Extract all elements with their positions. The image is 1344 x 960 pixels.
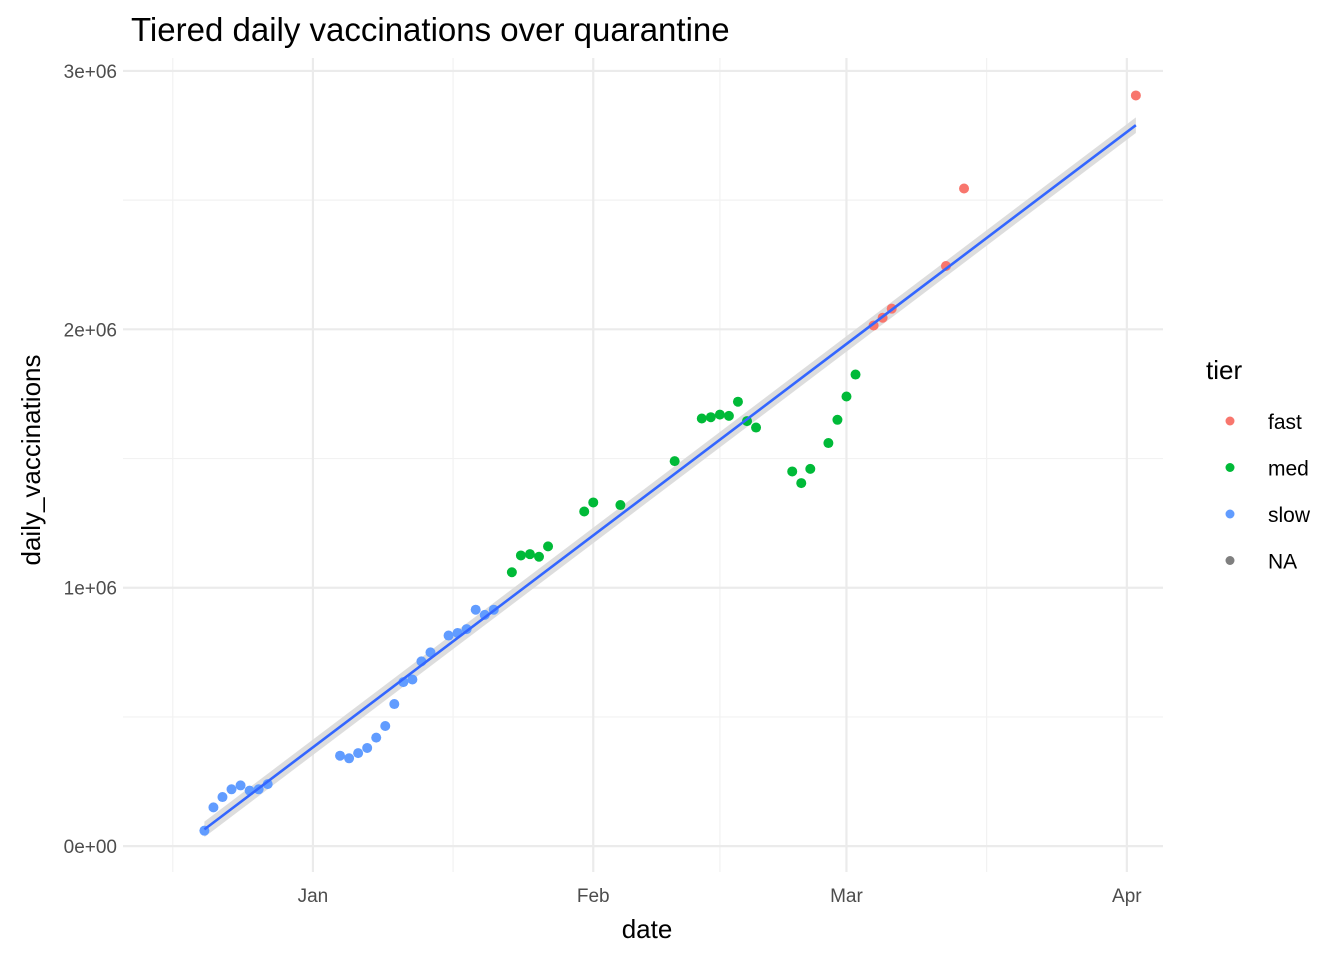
legend-label: fast: [1268, 411, 1302, 434]
data-point-slow: [407, 674, 418, 685]
data-point-slow: [217, 792, 228, 803]
x-axis-title: date: [622, 914, 673, 944]
y-tick-label: 3e+06: [64, 62, 117, 83]
data-point-fast: [940, 261, 951, 272]
trend-line: [203, 124, 1137, 831]
data-point-slow: [380, 720, 391, 731]
legend-key-na: [1225, 556, 1235, 565]
y-tick-label: 0e+00: [64, 837, 117, 858]
data-point-slow: [371, 732, 382, 743]
data-point-fast: [1130, 90, 1141, 101]
legend-key-med: [1225, 463, 1235, 472]
trend-line-group: [203, 124, 1137, 831]
data-point-med: [705, 412, 716, 423]
x-tick-label: Apr: [1112, 886, 1142, 907]
legend-label: med: [1268, 458, 1309, 481]
data-point-med: [579, 506, 590, 517]
data-point-slow: [262, 779, 273, 790]
legend-title: tier: [1206, 355, 1242, 385]
data-point-fast: [959, 183, 970, 194]
data-point-slow: [389, 699, 400, 710]
y-axis-title: daily_vaccinations: [16, 354, 46, 565]
data-point-slow: [443, 630, 454, 641]
major-grid: [123, 58, 1163, 872]
legend-key-slow: [1225, 509, 1235, 519]
data-point-med: [850, 369, 861, 380]
y-tick-labels: 0e+00 1e+06 2e+06 3e+06: [64, 62, 117, 858]
data-points: [199, 90, 1141, 836]
legend-key-fast: [1225, 416, 1235, 426]
data-point-slow: [226, 784, 237, 795]
data-point-med: [669, 456, 680, 467]
data-point-slow: [470, 604, 481, 615]
data-point-med: [805, 463, 816, 474]
y-tick-label: 2e+06: [64, 320, 117, 341]
y-tick-label: 1e+06: [64, 579, 117, 600]
data-point-med: [588, 497, 599, 508]
data-point-med: [714, 409, 725, 420]
data-point-slow: [208, 802, 219, 813]
data-point-med: [506, 567, 517, 578]
legend: tier fast med slow NA: [1206, 355, 1311, 574]
data-point-med: [732, 396, 743, 407]
data-point-med: [515, 550, 526, 561]
chart-title: Tiered daily vaccinations over quarantin…: [131, 11, 730, 48]
data-point-med: [723, 410, 734, 421]
data-point-med: [841, 391, 852, 402]
data-point-med: [524, 549, 535, 560]
data-point-med: [796, 478, 807, 489]
data-point-med: [534, 551, 544, 562]
minor-grid: [123, 58, 1163, 872]
data-point-med: [787, 466, 798, 477]
x-tick-labels: Jan Feb Mar Apr: [298, 886, 1143, 907]
data-point-slow: [335, 750, 346, 761]
data-point-slow: [479, 609, 490, 620]
data-point-med: [543, 541, 554, 552]
data-point-med: [832, 414, 843, 425]
data-point-slow: [425, 647, 436, 658]
data-point-slow: [362, 742, 373, 753]
x-tick-label: Feb: [577, 886, 610, 907]
data-point-med: [696, 413, 707, 424]
legend-label: NA: [1268, 551, 1297, 574]
data-point-slow: [353, 748, 364, 759]
data-point-med: [751, 422, 762, 433]
x-tick-label: Mar: [830, 886, 863, 907]
data-point-med: [615, 500, 626, 511]
data-point-slow: [235, 780, 246, 791]
x-tick-label: Jan: [298, 886, 329, 907]
data-point-slow: [344, 753, 355, 764]
legend-label: slow: [1268, 504, 1311, 527]
data-point-med: [823, 438, 834, 449]
